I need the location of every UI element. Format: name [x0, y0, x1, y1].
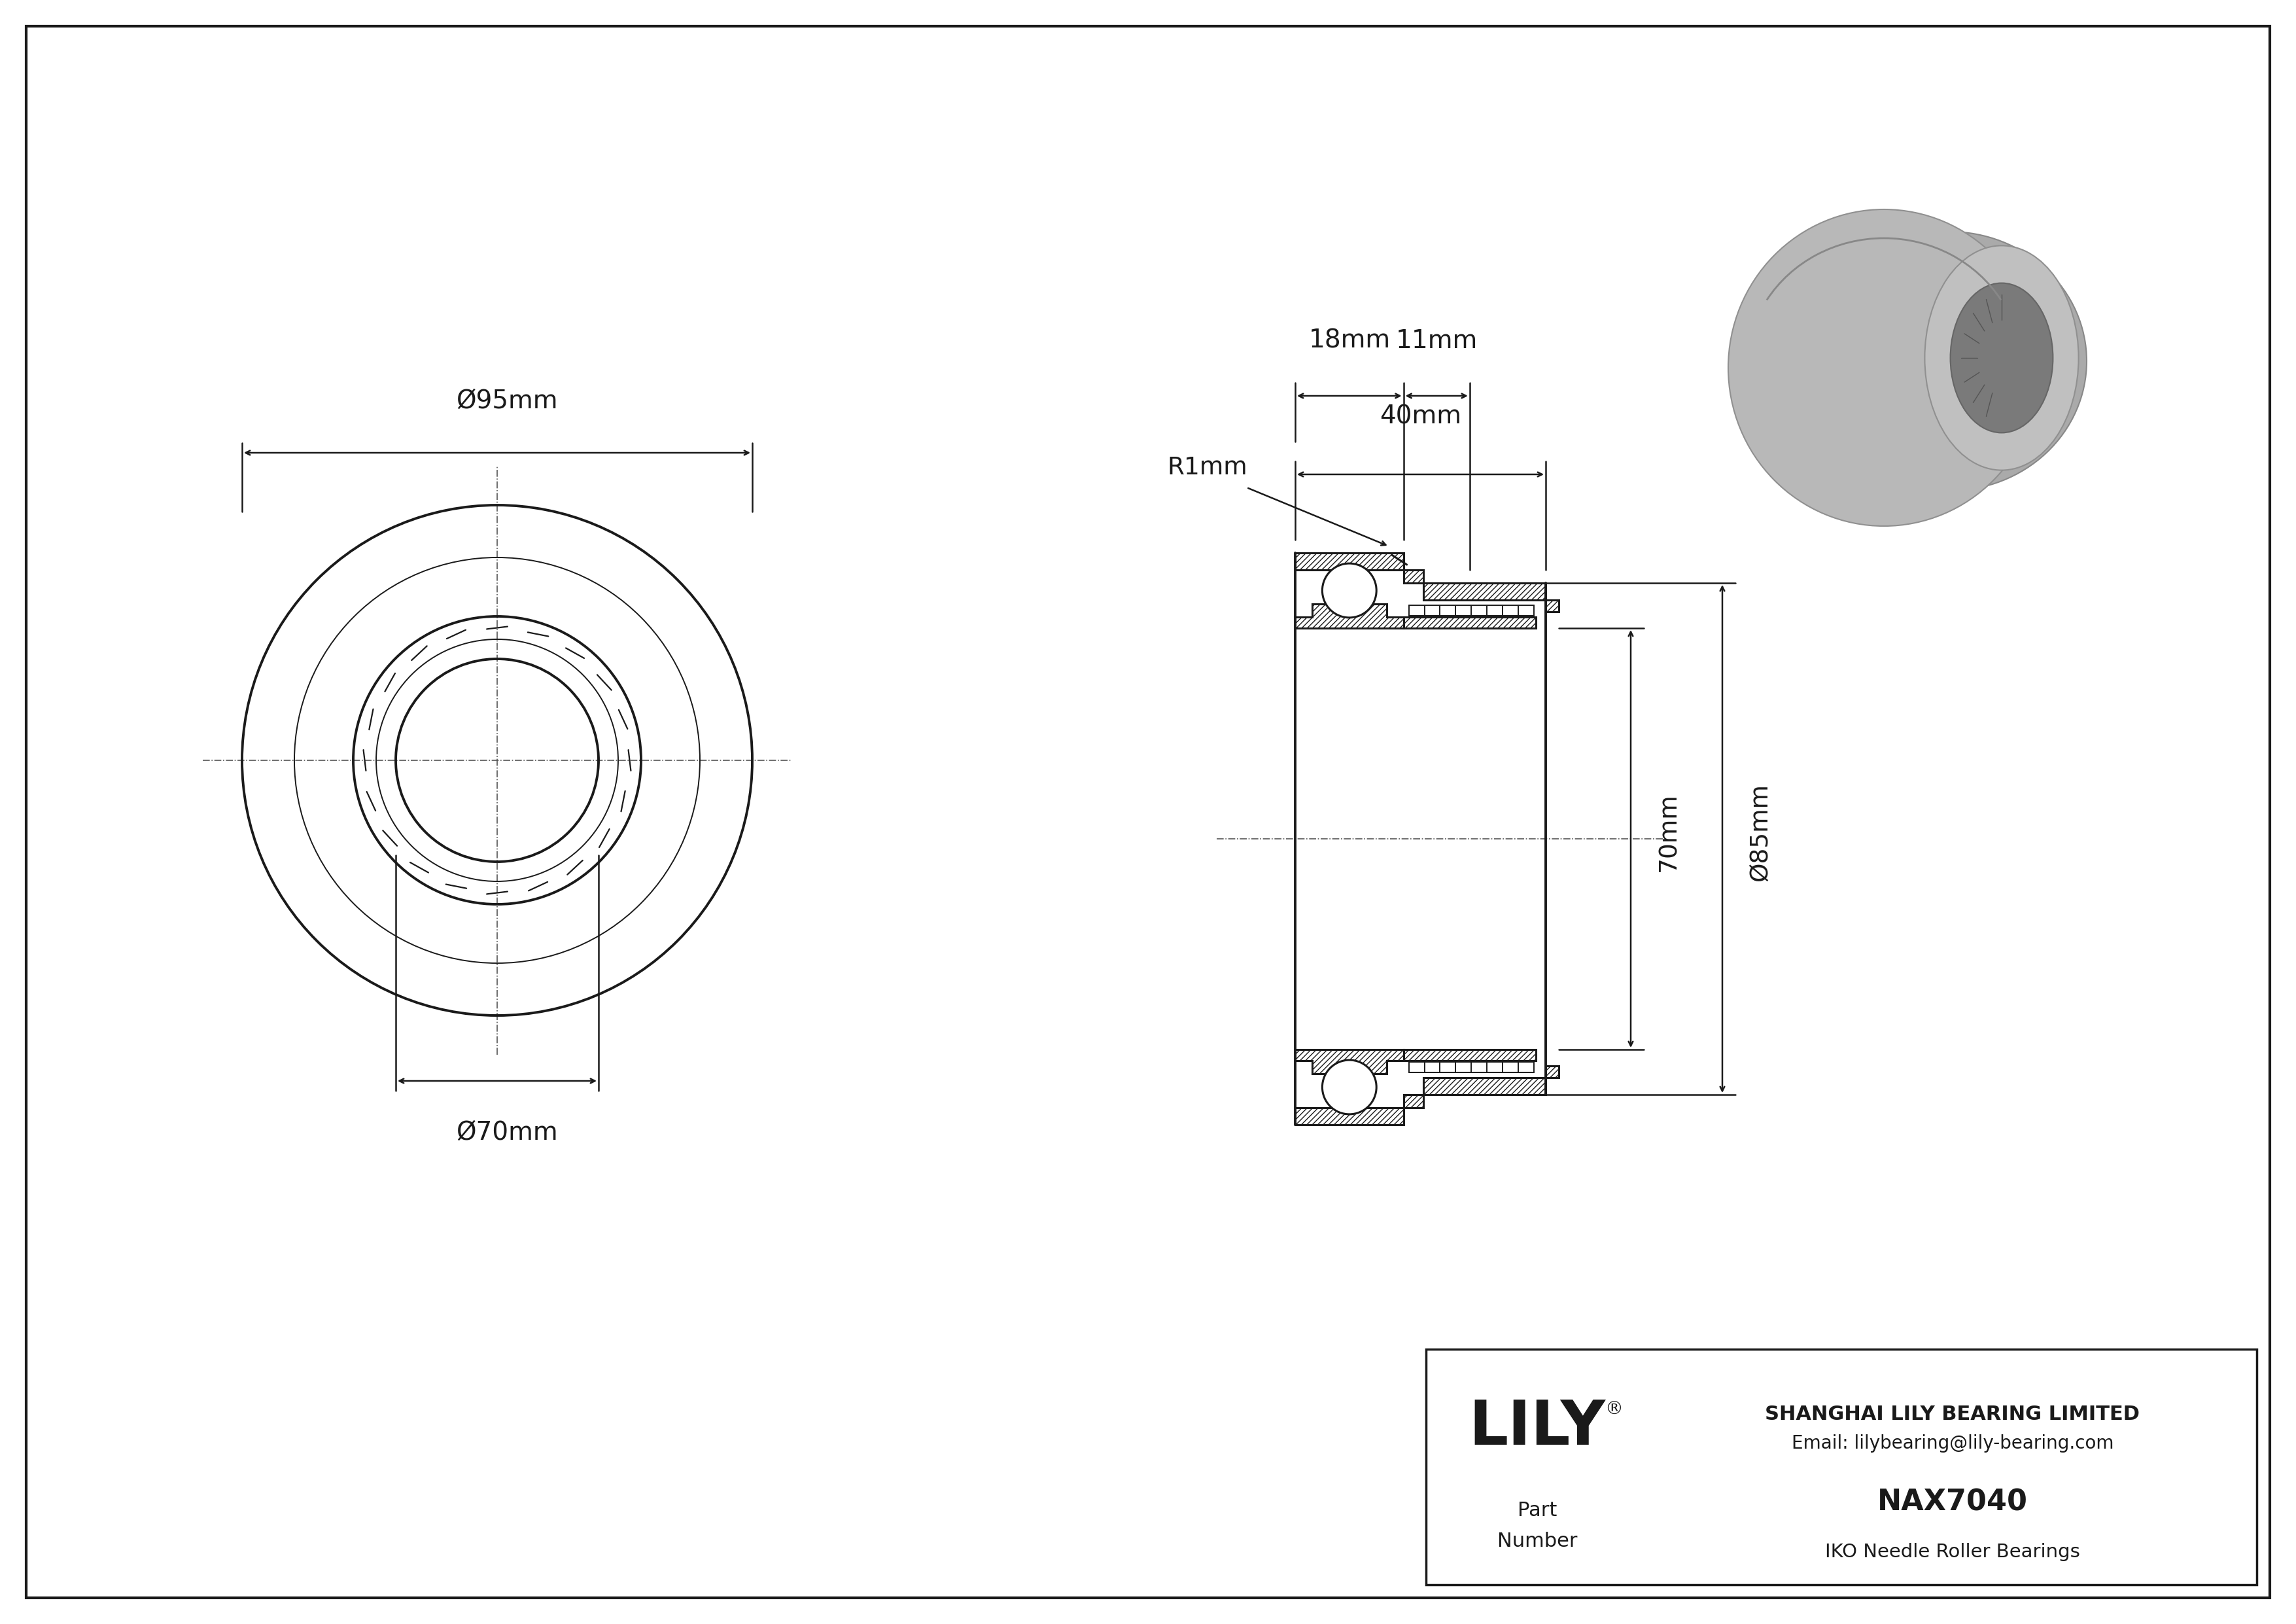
- Polygon shape: [1295, 552, 1545, 599]
- Text: R1mm: R1mm: [1166, 456, 1247, 479]
- Ellipse shape: [1729, 209, 2039, 526]
- Text: 40mm: 40mm: [1380, 404, 1460, 429]
- Polygon shape: [1403, 617, 1536, 628]
- Text: LILY: LILY: [1469, 1398, 1605, 1458]
- Circle shape: [1322, 1060, 1375, 1114]
- Ellipse shape: [1949, 283, 2053, 432]
- Text: Ø95mm: Ø95mm: [457, 388, 558, 414]
- Text: 70mm: 70mm: [1658, 793, 1681, 872]
- Text: Part
Number: Part Number: [1497, 1501, 1577, 1551]
- Text: Email: lilybearing@lily-bearing.com: Email: lilybearing@lily-bearing.com: [1791, 1434, 2115, 1452]
- Bar: [1426, 1350, 2257, 1585]
- Text: 11mm: 11mm: [1396, 328, 1479, 354]
- Polygon shape: [1403, 1049, 1536, 1060]
- Polygon shape: [1295, 604, 1403, 628]
- Text: ®: ®: [1605, 1400, 1623, 1418]
- Polygon shape: [1545, 1065, 1559, 1078]
- Text: Ø70mm: Ø70mm: [457, 1121, 558, 1145]
- Text: Ø85mm: Ø85mm: [1750, 783, 1773, 882]
- Text: NAX7040: NAX7040: [1878, 1488, 2027, 1517]
- Polygon shape: [1295, 1078, 1545, 1125]
- Circle shape: [230, 492, 765, 1028]
- Text: 18mm: 18mm: [1309, 328, 1391, 354]
- Text: IKO Needle Roller Bearings: IKO Needle Roller Bearings: [1825, 1543, 2080, 1561]
- Ellipse shape: [1924, 245, 2078, 471]
- Circle shape: [1322, 564, 1375, 617]
- Text: SHANGHAI LILY BEARING LIMITED: SHANGHAI LILY BEARING LIMITED: [1766, 1405, 2140, 1424]
- Polygon shape: [1545, 599, 1559, 612]
- Polygon shape: [1295, 1049, 1403, 1073]
- Ellipse shape: [1812, 232, 2087, 490]
